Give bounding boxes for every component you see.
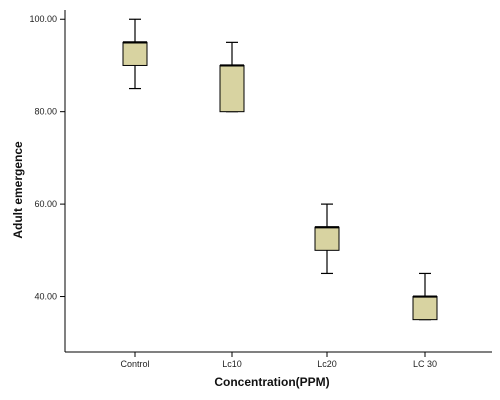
box-iqr [219,64,245,113]
y-axis-title: Adult emergence [11,141,25,239]
box-lc-30 [412,272,438,321]
y-tick-label: 100.00 [29,14,57,24]
x-tick-label: Control [120,359,149,369]
boxes [122,18,438,321]
y-tick-label: 40.00 [34,292,57,302]
box-iqr [314,226,340,251]
box-lc10 [219,41,245,113]
y-axis-ticks: 40.00 60.00 80.00 100.00 [29,14,65,302]
box-iqr [122,41,148,66]
x-tick-label: LC 30 [413,359,437,369]
y-tick-label: 60.00 [34,199,57,209]
x-axis-title: Concentration(PPM) [214,375,329,389]
y-tick-label: 80.00 [34,107,57,117]
x-axis-ticks: Control Lc10 Lc20 LC 30 [120,352,437,369]
x-tick-label: Lc10 [222,359,242,369]
x-tick-label: Lc20 [317,359,337,369]
box-iqr [412,296,438,321]
plot-area [64,10,492,353]
box-lc20 [314,203,340,275]
box-control [122,18,148,90]
